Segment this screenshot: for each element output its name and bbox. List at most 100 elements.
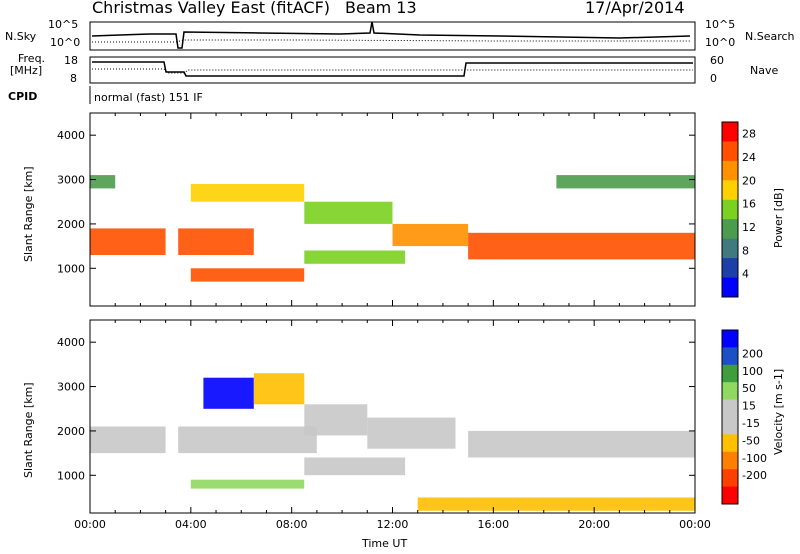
scatter-band-5-0 [392,223,469,247]
colorbar-segment [722,469,738,488]
colorbar-tick-label: 200 [742,347,763,360]
y-tick-label: 3000 [57,381,85,394]
scatter-band-1-0 [203,377,254,409]
station-title: Christmas Valley East (fitACF) [92,0,331,17]
colorbar-segment [722,199,738,220]
colorbar-frame [721,121,739,298]
velocity-colorbar: 200 100 50 15 -15 -50 -100 -200 [721,329,767,505]
nsearch-trace [92,39,690,43]
scatter-band-0-0 [90,228,166,255]
colorbar-tick-label: 15 [742,400,756,413]
scatter-band-7-0 [90,175,116,189]
cpid-label: CPID [8,90,38,103]
scatter-band-4-0 [304,457,406,476]
x-tick-label: 12:00 [377,518,409,531]
freq-trace [92,61,693,77]
beam-label: Beam 13 [345,0,417,17]
y-tick-label: 3000 [57,174,85,187]
velocity-ylabel: Slant Range [km] [22,382,35,478]
velocity-panel: 1000 2000 3000 4000 [57,319,696,514]
scatter-band-7-1 [556,175,695,189]
y-tick-label: 2000 [57,425,85,438]
nave-tick-low: 0 [710,72,717,85]
y-tick-label: 2000 [57,218,85,231]
freq-tick-low: 8 [70,72,77,85]
freq-label: Freq. [18,52,46,65]
colorbar-tick-label: 4 [742,268,749,281]
y-tick-label: 1000 [57,469,85,482]
colorbar-segment [722,277,738,298]
time-axis-ticks: 00:00 04:00 08:00 12:00 16:00 20:00 00:00 [74,518,711,531]
colorbar-segment [722,451,738,470]
x-tick-label: 00:00 [679,518,711,531]
velocity-colorbar-label: Velocity [m s-1] [772,368,785,455]
scatter-band-8-0 [417,497,695,511]
colorbar-tick-label: -200 [742,469,767,482]
x-tick-label: 00:00 [74,518,106,531]
nsky-tick-low: 10^0 [50,36,81,49]
scatter-band-2-0 [190,184,305,202]
colorbar-tick-label: 20 [742,174,756,187]
colorbar-tick-label: 100 [742,365,763,378]
scatter-band-1-0 [190,268,305,282]
scatter-band-5-0 [304,404,368,436]
colorbar-segment [722,238,738,259]
x-tick-label: 04:00 [175,518,207,531]
colorbar-tick-label: 24 [742,151,756,164]
y-tick-label: 1000 [57,262,85,275]
nsky-trace [91,21,691,49]
colorbar-segment [722,141,738,162]
colorbar-segment [722,434,738,453]
freq-panel-frame [89,56,696,84]
scatter-band-7-0 [468,430,695,458]
colorbar-tick-label: 50 [742,382,756,395]
x-tick-label: 16:00 [477,518,509,531]
scatter-band-3-0 [304,250,406,264]
scatter-band-2-0 [253,373,305,405]
x-tick-label: 20:00 [578,518,610,531]
y-tick-label: 4000 [57,129,85,142]
nsky-label: N.Sky [5,30,37,43]
x-tick-label: 08:00 [276,518,308,531]
power-ylabel: Slant Range [km] [22,166,35,262]
nsky-tick-high: 10^5 [48,18,79,31]
nsearch-tick-low: 10^0 [705,36,736,49]
cpid-value: normal (fast) 151 IF [94,91,203,104]
scatter-band-0-1 [178,228,254,255]
colorbar-tick-label: 12 [742,221,756,234]
panel-frame [89,319,696,514]
nsearch-label: N.Search [745,30,795,43]
scatter-band-4-0 [304,201,393,224]
scatter-band-6-0 [367,417,456,449]
y-tick-label: 4000 [57,336,85,349]
colorbar-tick-label: -15 [742,417,760,430]
colorbar-tick-label: -50 [742,434,760,447]
nave-tick-high: 60 [710,54,724,67]
date-label: 17/Apr/2014 [585,0,685,17]
power-colorbar-label: Power [dB] [772,188,785,248]
colorbar-segment [722,219,738,240]
nsky-panel-frame [89,21,696,51]
nave-trace [92,68,693,74]
colorbar-segment [722,382,738,401]
power-panel: 1000 2000 3000 4000 [57,112,696,307]
scatter-band-0-1 [178,426,317,454]
scatter-band-0-0 [90,426,166,454]
colorbar-frame [721,329,739,505]
colorbar-tick-label: 16 [742,198,756,211]
colorbar-segment [722,330,738,348]
freq-tick-high: 18 [64,54,78,67]
colorbar-segment [722,399,738,418]
colorbar-tick-label: 28 [742,128,756,141]
time-axis-label: Time UT [362,537,408,550]
colorbar-segment [722,180,738,201]
nave-label: Nave [750,64,779,77]
colorbar-segment [722,160,738,181]
colorbar-tick-label: -100 [742,452,767,465]
scatter-band-6-0 [468,232,695,260]
power-colorbar: 4 8 12 16 20 24 28 [721,121,756,298]
nsearch-tick-high: 10^5 [705,18,736,31]
colorbar-segment [722,258,738,278]
colorbar-segment [722,347,738,366]
